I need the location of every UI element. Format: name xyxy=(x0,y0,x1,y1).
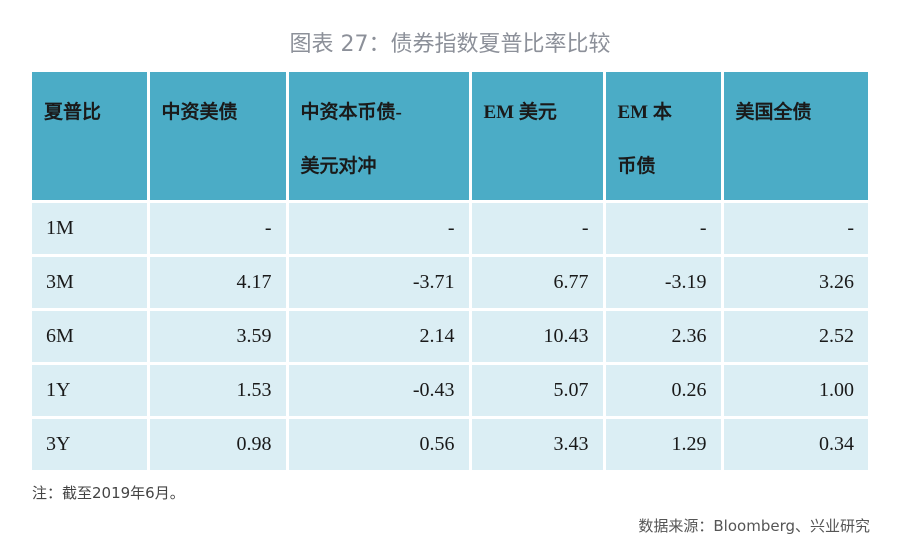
source: 数据来源：Bloomberg、兴业研究 xyxy=(638,517,870,535)
cell: 10.43 xyxy=(468,308,606,365)
cell: 0.26 xyxy=(602,362,724,419)
header-cell: EM 美元 xyxy=(468,72,606,202)
cell: -3.19 xyxy=(602,254,724,311)
row-label: 3M xyxy=(32,254,150,311)
cell: 2.14 xyxy=(285,308,472,365)
header-line: 中资本币债- xyxy=(300,102,402,123)
cell: - xyxy=(285,200,472,257)
table-row: 1M - - - - - xyxy=(32,200,868,257)
header-cell: 美国全债 xyxy=(720,72,868,202)
cell: 2.52 xyxy=(720,308,868,365)
cell: 1.53 xyxy=(146,362,289,419)
header-cell: EM 本币债 xyxy=(602,72,724,202)
header-cell: 夏普比 xyxy=(32,72,150,202)
row-label: 1Y xyxy=(32,362,150,419)
cell: - xyxy=(720,200,868,257)
header-line: 夏普比 xyxy=(44,102,102,123)
cell: 3.59 xyxy=(146,308,289,365)
cell: - xyxy=(602,200,724,257)
cell: 2.36 xyxy=(602,308,724,365)
header-cell: 中资本币债- 美元对冲 xyxy=(285,72,472,202)
row-label: 6M xyxy=(32,308,150,365)
header-line: EM 本 xyxy=(617,102,672,123)
cell: 4.17 xyxy=(146,254,289,311)
cell: 6.77 xyxy=(468,254,606,311)
table-row: 1Y 1.53 -0.43 5.07 0.26 1.00 xyxy=(32,362,868,419)
table: 夏普比 中资美债 中资本币债- 美元对冲 EM 美元 EM 本币债 美国全债 1M - - - - -… xyxy=(32,72,868,470)
cell: -0.43 xyxy=(285,362,472,419)
header-line: 美元对冲 xyxy=(300,156,377,177)
row-label: 3Y xyxy=(32,416,150,470)
header-line: 美国全债 xyxy=(735,102,812,123)
table-row: 3Y 0.98 0.56 3.43 1.29 0.34 xyxy=(32,416,868,470)
table-body: 1M - - - - -3M 4.17 -3.71 6.77 -3.19 3.26 6M 3.59 2.1… xyxy=(32,200,868,470)
cell: - xyxy=(146,200,289,257)
header-line: 币债 xyxy=(617,156,656,177)
cell: 3.43 xyxy=(468,416,606,470)
cell: 3.26 xyxy=(720,254,868,311)
title: 图表 27：债券指数夏普比率比较 xyxy=(289,32,611,57)
cell: 1.29 xyxy=(602,416,724,470)
cell: -3.71 xyxy=(285,254,472,311)
header-row: 夏普比 中资美债 中资本币债- 美元对冲 EM 美元 EM 本币债 美国全债 xyxy=(32,72,868,202)
cell: - xyxy=(468,200,606,257)
header-line: 中资美债 xyxy=(161,102,238,123)
note: 注：截至2019年6月。 xyxy=(32,484,185,502)
header-line: EM 美元 xyxy=(483,102,557,123)
table-row: 6M 3.59 2.14 10.43 2.36 2.52 xyxy=(32,308,868,365)
row-label: 1M xyxy=(32,200,150,257)
cell: 5.07 xyxy=(468,362,606,419)
cell: 0.34 xyxy=(720,416,868,470)
table-row: 3M 4.17 -3.71 6.77 -3.19 3.26 xyxy=(32,254,868,311)
cell: 0.56 xyxy=(285,416,472,470)
header-cell: 中资美债 xyxy=(146,72,289,202)
cell: 0.98 xyxy=(146,416,289,470)
cell: 1.00 xyxy=(720,362,868,419)
